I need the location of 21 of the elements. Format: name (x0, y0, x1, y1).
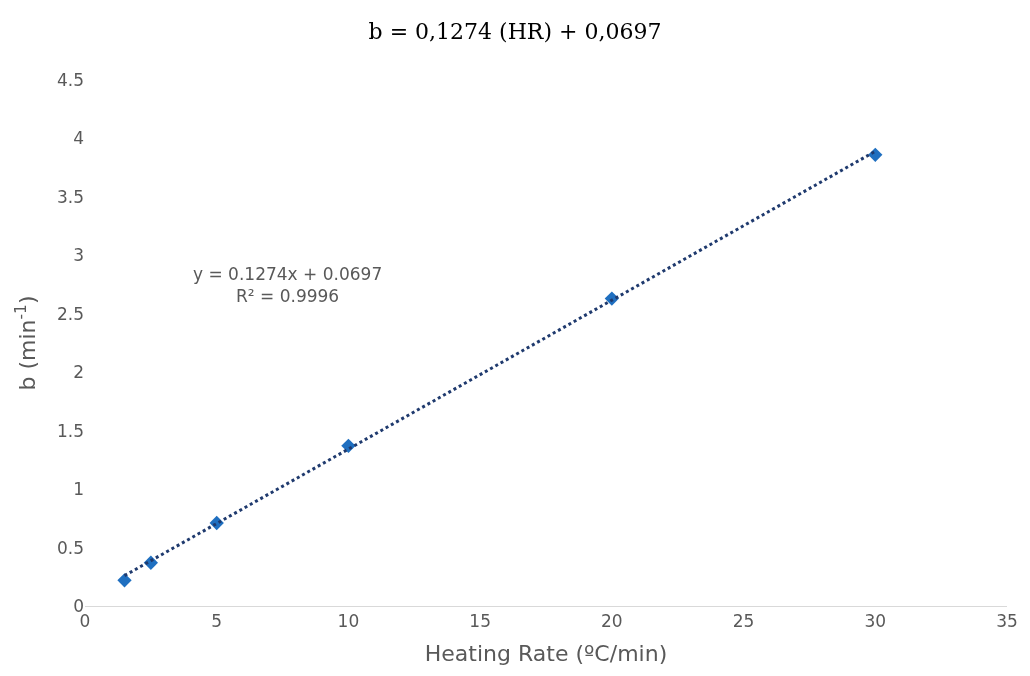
x-tick-label: 25 (732, 611, 755, 632)
y-tick-label: 2 (73, 362, 84, 383)
x-tick-label: 30 (864, 611, 887, 632)
y-tick-label: 4.5 (56, 69, 84, 90)
x-tick-label: 15 (469, 611, 491, 632)
x-tick-label: 20 (601, 611, 623, 632)
y-tick-label: 3 (73, 245, 84, 266)
y-tick-label: 0.5 (56, 537, 84, 558)
x-tick-label: 35 (996, 611, 1018, 632)
chart-title: b = 0,1274 (HR) + 0,0697 (368, 19, 662, 45)
y-tick-label: 3.5 (56, 186, 84, 207)
y-tick-label: 4 (73, 128, 84, 149)
point (868, 147, 883, 162)
x-axis-title: Heating Rate (ºC/min) (424, 641, 668, 667)
point (117, 573, 132, 588)
x-tick-label: 5 (211, 611, 223, 632)
x-tick-label: 10 (337, 611, 360, 632)
y-tick-label: 1.5 (56, 420, 84, 441)
y-tick-label: 1 (73, 479, 84, 500)
y-tick-label: 2.5 (56, 303, 84, 324)
annotation: y = 0.1274x + 0.0697 R² = 0.9996 (193, 264, 383, 307)
